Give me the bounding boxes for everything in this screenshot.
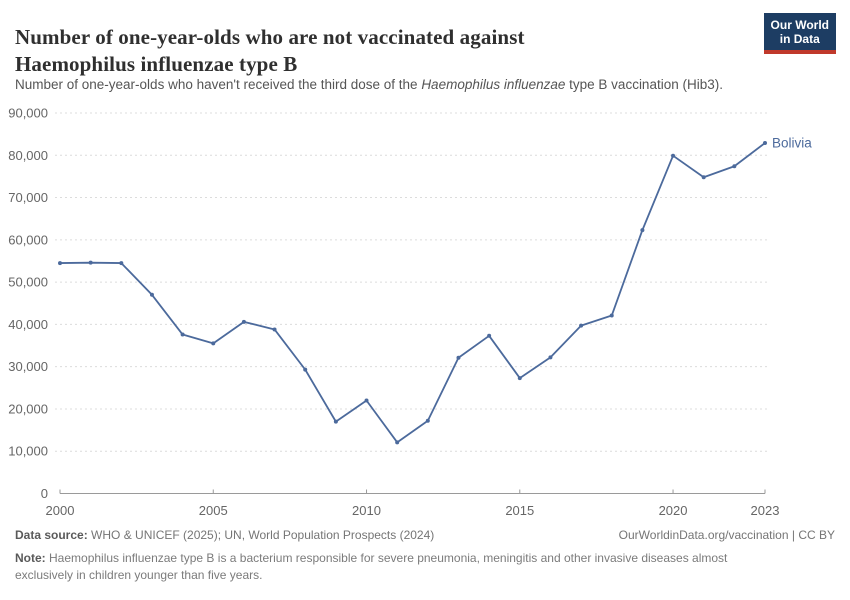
chart-subtitle: Number of one-year-olds who haven't rece… [15,76,835,93]
subtitle-text-suffix: type B vaccination (Hib3). [565,77,723,92]
y-axis-tick-label: 0 [41,486,48,501]
owid-license-link[interactable]: OurWorldinData.org/vaccination | CC BY [618,528,835,542]
bolivia-line[interactable] [59,142,766,444]
data-point-2020[interactable] [671,153,676,158]
data-source-text: WHO & UNICEF (2025); UN, World Populatio… [87,528,435,542]
data-point-2000[interactable] [58,261,62,266]
data-point-2005[interactable] [211,341,216,346]
data-point-2014[interactable] [487,333,492,338]
subtitle-text: Number of one-year-olds who haven't rece… [15,77,422,92]
data-point-2011[interactable] [395,440,400,445]
data-source-label: Data source: [15,528,88,542]
note-label: Note: [15,551,46,565]
data-source-line: Data source: WHO & UNICEF (2025); UN, Wo… [15,528,434,542]
data-point-2002[interactable] [119,261,124,266]
y-axis-tick-label: 70,000 [8,190,48,205]
y-axis-tick-label: 60,000 [8,232,48,247]
owid-logo-line1: Our World [770,18,829,32]
x-axis-tick-label: 2023 [751,503,780,518]
y-axis-tick-label: 30,000 [8,359,48,374]
data-point-2023[interactable] [763,141,767,146]
data-point-2009[interactable] [333,419,338,424]
x-axis-tick-label: 2010 [352,503,381,518]
subtitle-italic-text: Haemophilus influenzae [421,77,566,92]
y-axis-tick-label: 80,000 [8,148,48,163]
data-point-2016[interactable] [548,355,553,360]
data-point-2017[interactable] [579,323,584,328]
y-axis-tick-label: 90,000 [8,106,48,121]
owid-logo[interactable]: Our World in Data [763,13,836,54]
data-point-2019[interactable] [640,228,645,233]
data-point-2003[interactable] [149,292,154,297]
y-axis-tick-label: 10,000 [8,444,48,459]
data-point-2004[interactable] [180,332,185,337]
y-axis-tick-label: 20,000 [8,401,48,416]
data-point-2012[interactable] [425,418,430,423]
x-axis-tick-label: 2020 [659,503,688,518]
series-end-label: Bolivia [772,136,812,151]
data-point-2007[interactable] [272,327,277,332]
chart-footer: Data source: WHO & UNICEF (2025); UN, Wo… [15,528,835,584]
x-axis-tick-label: 2015 [505,503,534,518]
data-point-2021[interactable] [701,175,706,180]
note-text: Haemophilus influenzae type B is a bacte… [15,551,728,582]
data-point-2013[interactable] [456,355,461,360]
data-point-2008[interactable] [303,367,308,372]
data-point-2018[interactable] [609,313,614,318]
y-axis-tick-label: 40,000 [8,317,48,332]
data-point-2001[interactable] [88,260,93,265]
x-axis-tick-label: 2000 [46,503,75,518]
data-point-2022[interactable] [732,164,737,169]
owid-logo-line2: in Data [779,32,820,46]
data-point-2006[interactable] [241,319,246,324]
data-point-2015[interactable] [517,376,522,381]
page-title: Number of one-year-olds who are not vacc… [15,25,525,77]
x-axis-tick-label: 2005 [199,503,228,518]
data-point-2010[interactable] [364,398,369,403]
note-line: Note: Haemophilus influenzae type B is a… [15,550,760,584]
y-axis-tick-label: 50,000 [8,275,48,290]
